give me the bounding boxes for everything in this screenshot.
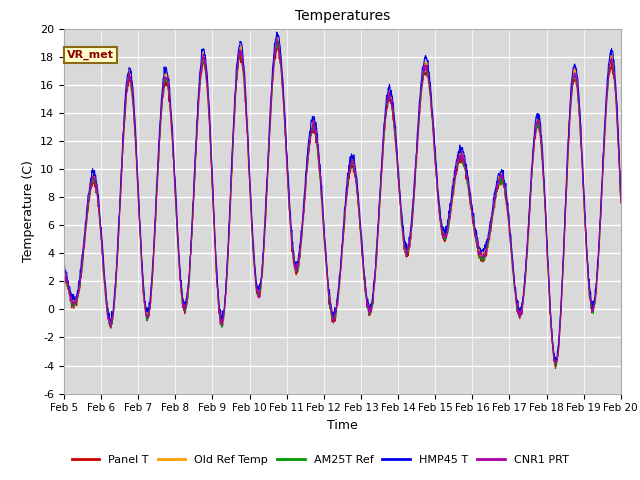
Y-axis label: Temperature (C): Temperature (C) [22, 160, 35, 262]
Legend: Panel T, Old Ref Temp, AM25T Ref, HMP45 T, CNR1 PRT: Panel T, Old Ref Temp, AM25T Ref, HMP45 … [67, 451, 573, 469]
Title: Temperatures: Temperatures [295, 10, 390, 24]
X-axis label: Time: Time [327, 419, 358, 432]
Text: VR_met: VR_met [67, 50, 114, 60]
